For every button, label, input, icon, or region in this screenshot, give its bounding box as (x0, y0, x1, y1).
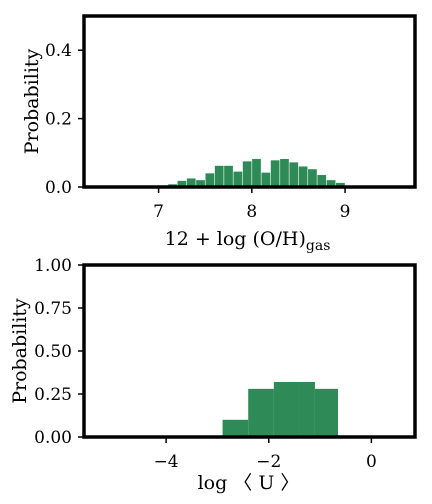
top-histogram-bar (186, 178, 196, 187)
top-histogram-bar (308, 169, 317, 187)
top-x-axis-label-main: 12 + log (O/H) (165, 228, 306, 250)
top-histogram-panel: 0.0 0.2 0.4 7 8 9 Probability 12 + log (O/H)… (21, 14, 417, 254)
bot-x-tick-label: 0 (366, 452, 377, 472)
top-histogram-bar (233, 171, 243, 187)
top-y-axis: 0.0 0.2 0.4 (45, 41, 84, 198)
top-histogram-bar (289, 162, 299, 187)
bot-histogram-bar (222, 419, 249, 437)
top-histogram-bar (205, 173, 215, 187)
top-x-tick-label: 7 (153, 202, 164, 222)
bot-y-tick-label: 1.00 (34, 256, 72, 276)
bottom-histogram-bars (222, 381, 339, 437)
top-x-tick-label: 9 (340, 202, 351, 222)
top-y-tick-label: 0.0 (45, 178, 72, 198)
bottom-plot-frame (82, 263, 417, 439)
bottom-histogram-panel: 0.00 0.25 0.50 0.75 1.00 −4 −2 0 Probability l… (9, 256, 417, 494)
top-histogram-bar (336, 182, 345, 187)
top-plot-frame (82, 14, 417, 189)
top-x-tick-label: 8 (246, 202, 257, 222)
top-y-tick-label: 0.2 (45, 110, 72, 130)
bottom-x-axis: −4 −2 0 (154, 437, 377, 472)
bot-x-tick-label: −4 (154, 452, 179, 472)
top-histogram-bars (168, 158, 355, 187)
top-x-axis-label: 12 + log (O/H)gas (165, 228, 331, 254)
bot-y-tick-label: 0.00 (34, 428, 72, 448)
top-histogram-bar (261, 172, 271, 187)
top-histogram-bar (317, 175, 327, 187)
top-histogram-bar (298, 166, 308, 187)
top-histogram-bar (196, 180, 205, 187)
bot-y-tick-label: 0.25 (34, 385, 72, 405)
top-histogram-bar (270, 160, 280, 187)
bottom-y-axis-label: Probability (9, 298, 31, 404)
top-histogram-bar (242, 161, 252, 187)
bot-y-tick-label: 0.75 (34, 299, 72, 319)
bot-histogram-bar (248, 388, 274, 437)
bot-x-tick-label: −2 (256, 452, 281, 472)
bot-histogram-bar (314, 388, 339, 437)
top-histogram-bar (214, 165, 224, 187)
top-histogram-bar (280, 158, 289, 187)
top-x-axis: 7 8 9 (153, 187, 350, 222)
top-x-axis-label-subscript: gas (306, 238, 331, 254)
top-y-axis-label: Probability (21, 48, 43, 154)
bot-y-tick-label: 0.50 (34, 342, 72, 362)
top-histogram-bar (326, 180, 336, 187)
top-histogram-bar (224, 165, 233, 187)
bot-histogram-bar (299, 381, 315, 437)
top-histogram-bar (177, 180, 187, 187)
bottom-y-axis: 0.00 0.25 0.50 0.75 1.00 (34, 256, 84, 448)
bot-histogram-bar (273, 381, 300, 437)
bottom-x-axis-label: log 〈 U 〉 (198, 472, 300, 494)
top-histogram-bar (252, 158, 261, 187)
top-y-tick-label: 0.4 (45, 41, 72, 61)
